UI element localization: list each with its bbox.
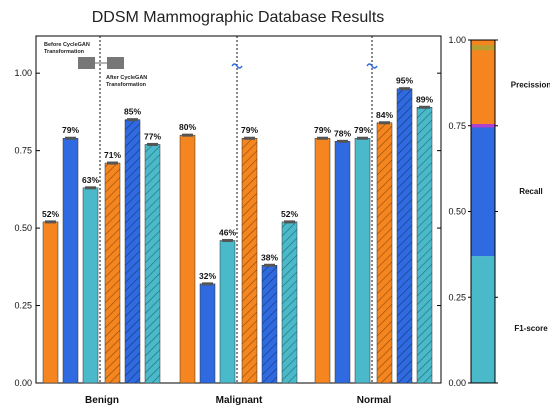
bar-benign-f1-score-after (144, 144, 161, 384)
annotation-after-swatch (107, 57, 124, 69)
error-cap (379, 121, 390, 125)
data-label: 79% (314, 125, 331, 135)
annotation-after-line-2: Transformation (106, 82, 147, 88)
legend-band-accent (471, 124, 495, 128)
plot-frame (35, 35, 442, 384)
data-label: 78% (334, 128, 351, 138)
bar-malignant-recall-after (261, 265, 278, 384)
y-tick-label: 1.00 (14, 68, 32, 78)
error-cap (147, 142, 158, 146)
error-cap (65, 136, 76, 140)
data-label: 84% (376, 110, 393, 120)
axis-break-mark (366, 63, 378, 69)
bar-normal-f1-score-before (354, 137, 371, 384)
annotation-before-line-2: Transformation (44, 49, 85, 55)
data-label: 32% (199, 271, 216, 281)
y-tick-label: 0.25 (14, 301, 32, 311)
bar-normal-recall-before (334, 141, 351, 384)
legend-band-accent (471, 45, 495, 51)
data-label: 46% (219, 227, 236, 237)
error-cap (85, 186, 96, 190)
legend-band-recall (471, 125, 495, 257)
bar-malignant-f1-score-before (219, 240, 236, 384)
y-tick-label: 0.75 (14, 146, 32, 156)
axis-break-mark (231, 63, 243, 69)
annotation-before-swatch (78, 57, 95, 69)
bar-normal-precission-after (376, 122, 393, 384)
error-cap (107, 161, 118, 165)
legend-label-recall: Recall (519, 187, 543, 196)
bar-malignant-precission-before (179, 134, 196, 384)
error-cap (244, 136, 255, 140)
bar-benign-f1-score-before (82, 187, 99, 384)
data-label: 85% (124, 107, 141, 117)
error-cap (264, 263, 275, 267)
data-label: 63% (82, 175, 99, 185)
legend-tick-label: 0.75 (448, 121, 466, 131)
error-cap (45, 220, 56, 224)
legend-band-precission (471, 40, 495, 126)
data-label: 89% (416, 94, 433, 104)
error-cap (419, 105, 430, 109)
error-cap (127, 118, 138, 122)
bar-malignant-f1-score-after (281, 221, 298, 384)
error-cap (284, 220, 295, 224)
legend-tick-label: 0.25 (448, 292, 466, 302)
bar-benign-recall-after (124, 119, 141, 384)
data-label: 77% (144, 131, 161, 141)
y-tick-label: 0.50 (14, 223, 32, 233)
data-label: 71% (104, 150, 121, 160)
legend-tick-label: 0.50 (448, 207, 466, 217)
annotation-after-line-1: After CycleGAN (106, 75, 147, 81)
error-cap (182, 133, 193, 137)
bar-normal-recall-after (396, 88, 413, 384)
error-cap (399, 87, 410, 91)
bar-benign-precission-before (42, 221, 59, 384)
error-cap (317, 136, 328, 140)
bar-normal-f1-score-after (416, 107, 433, 384)
error-cap (222, 238, 233, 242)
bar-benign-recall-before (62, 137, 79, 384)
category-label: Normal (357, 395, 392, 406)
chart-title: DDSM Mammographic Database Results (92, 9, 385, 26)
data-label: 52% (281, 209, 298, 219)
data-label: 79% (62, 125, 79, 135)
error-cap (337, 139, 348, 143)
bar-benign-precission-after (104, 162, 121, 384)
data-label: 79% (354, 125, 371, 135)
bar-malignant-precission-after (241, 137, 258, 384)
annotation-before-line-1: Before CycleGAN (44, 42, 90, 48)
bar-normal-precission-before (314, 137, 331, 384)
data-label: 79% (241, 125, 258, 135)
data-label: 52% (42, 209, 59, 219)
error-cap (202, 282, 213, 286)
category-label: Malignant (216, 395, 263, 406)
legend-band-f1-score (471, 256, 495, 383)
legend-tick-label: 1.00 (448, 35, 466, 45)
legend-tick-label: 0.00 (448, 378, 466, 388)
bar-malignant-recall-before (199, 283, 216, 384)
category-label: Benign (85, 395, 119, 406)
data-label: 38% (261, 252, 278, 262)
error-cap (357, 136, 368, 140)
legend-label-precission: Precission (511, 81, 550, 90)
y-tick-label: 0.00 (14, 378, 32, 388)
legend-label-f1-score: F1-score (514, 324, 548, 333)
data-label: 95% (396, 76, 413, 86)
data-label: 80% (179, 122, 196, 132)
